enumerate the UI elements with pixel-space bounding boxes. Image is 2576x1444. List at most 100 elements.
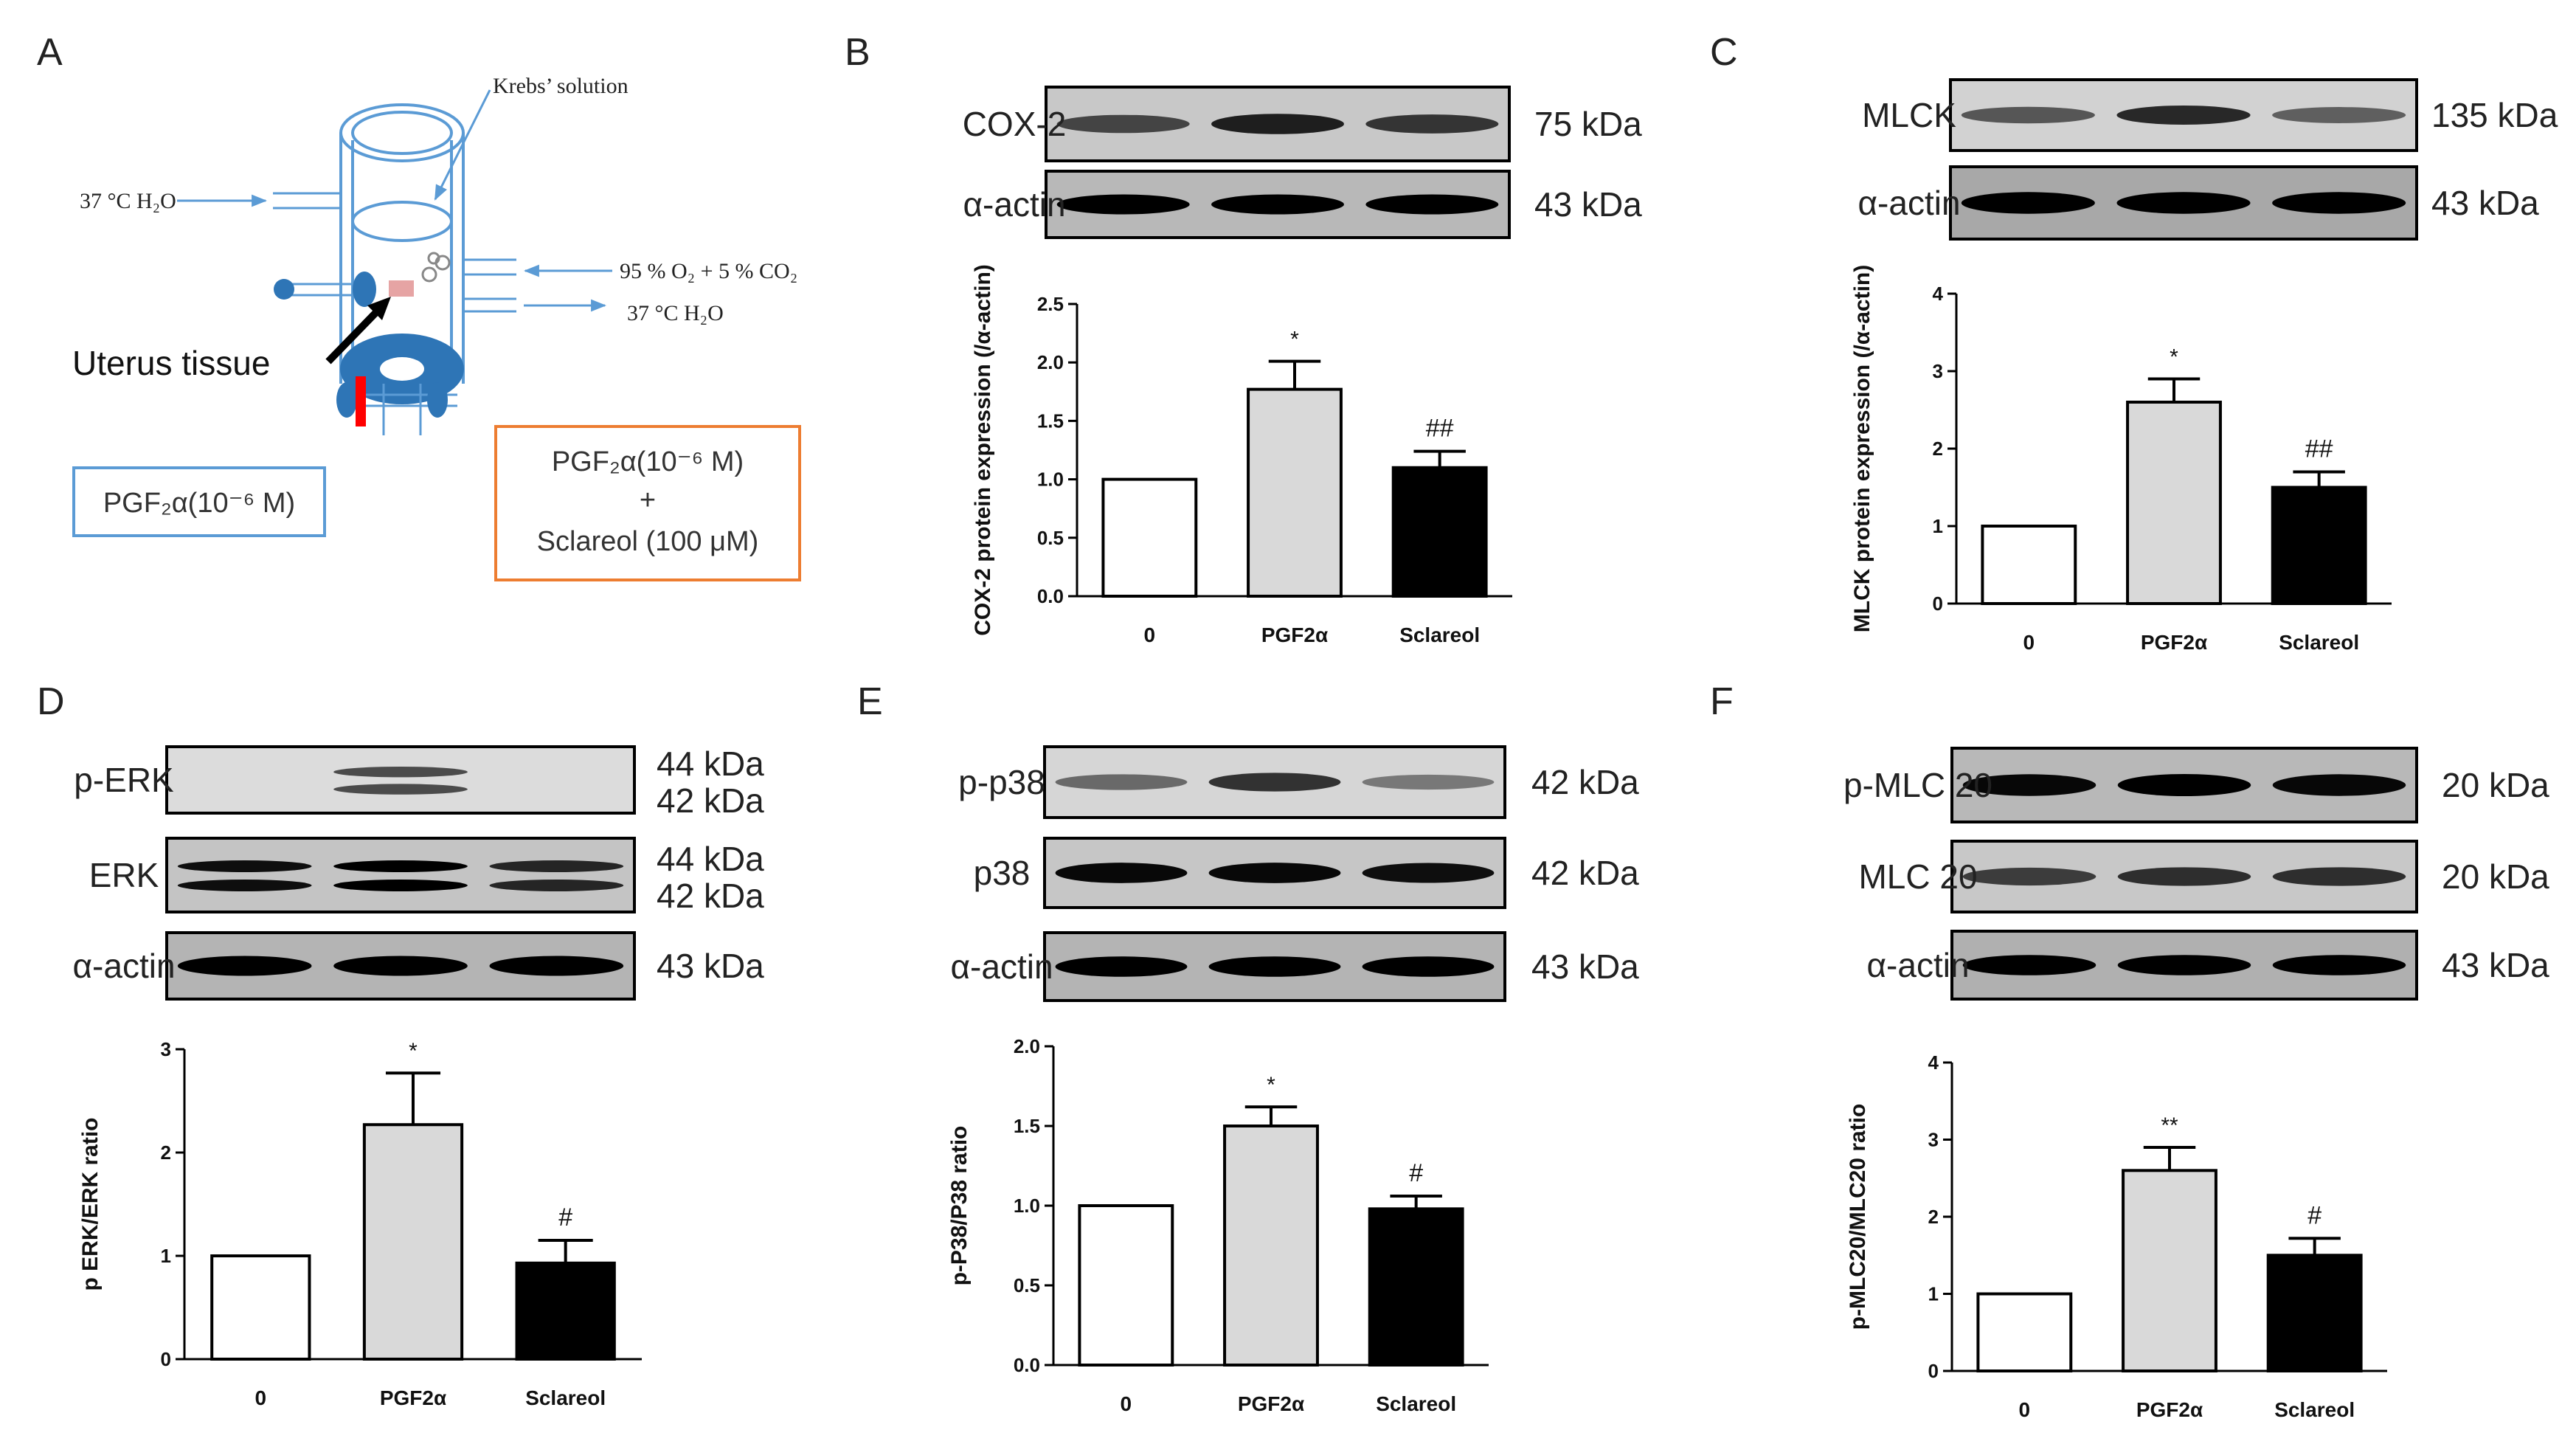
blot-kda-label: 43 kDa xyxy=(657,947,764,985)
x-category-label: Sclareol xyxy=(1399,623,1480,646)
pgf-treatment-label: PGF₂α(10⁻⁶ M) xyxy=(103,488,295,519)
y-tick-label: 2.0 xyxy=(1014,1035,1040,1057)
bar xyxy=(1981,525,2077,605)
significance-marker: # xyxy=(558,1203,572,1231)
blot-band xyxy=(2117,955,2251,975)
blot-band xyxy=(1962,955,2097,975)
significance-marker: ** xyxy=(2161,1113,2178,1138)
y-tick-label: 1 xyxy=(1928,1283,1939,1305)
x-category-label: PGF2α xyxy=(1238,1392,1304,1415)
blot-row: MLCK 135 kDa xyxy=(1862,78,2558,152)
blot-kda-label: 43 kDa xyxy=(2431,184,2539,222)
bar xyxy=(2126,401,2222,605)
western-blots: COX-2 75 kDa α-actin 43 kDa MLCK 135 kDa α-act… xyxy=(72,78,2558,1002)
x-category-label: Sclareol xyxy=(2279,631,2359,654)
panel-letter-a: A xyxy=(37,31,63,74)
blot-band xyxy=(333,784,468,795)
y-tick-label: 1.5 xyxy=(1014,1115,1040,1137)
significance-marker: * xyxy=(1267,1073,1275,1097)
blot-kda-label: 42 kDa xyxy=(657,781,764,820)
blot-protein-label: MLC 20 xyxy=(1858,857,1977,896)
panel-letter-b: B xyxy=(845,31,870,74)
y-tick-label: 2.5 xyxy=(1037,293,1064,315)
blot-protein-label: α-actin xyxy=(1857,184,1960,222)
blot-band xyxy=(1961,192,2095,214)
blot-band xyxy=(2272,774,2406,796)
blot-band xyxy=(1962,867,2097,886)
gas-label: 95 % O₂ + 5 % CO₂ xyxy=(620,259,797,283)
blot-band xyxy=(1208,863,1341,883)
bar xyxy=(1101,477,1198,598)
blot-protein-label: α-actin xyxy=(963,185,1065,224)
x-category-label: Sclareol xyxy=(2274,1398,2355,1421)
x-category-label: 0 xyxy=(2023,631,2035,654)
blot-band xyxy=(1056,114,1190,134)
blot-band xyxy=(2272,107,2406,123)
x-category-label: PGF2α xyxy=(2136,1398,2203,1421)
blot-row: α-actin 43 kDa xyxy=(963,170,1642,239)
krebs-label: Krebs’ solution xyxy=(493,74,629,98)
y-tick-label: 3 xyxy=(1928,1129,1939,1151)
blot-band xyxy=(1365,114,1499,134)
blot-band xyxy=(1362,956,1495,977)
bar xyxy=(362,1123,464,1361)
blot-band xyxy=(1362,774,1495,790)
blot-protein-label: α-actin xyxy=(950,947,1053,986)
water-in-label: 37 °C H₂O xyxy=(80,189,176,213)
blot-band xyxy=(1055,863,1188,883)
bar xyxy=(1368,1207,1464,1367)
blot-band xyxy=(333,767,468,778)
blot-band xyxy=(1056,194,1190,215)
y-tick-label: 4 xyxy=(1928,1051,1939,1074)
blot-kda-label: 42 kDa xyxy=(1531,854,1639,892)
significance-marker: ## xyxy=(1426,415,1454,443)
y-tick-label: 1.0 xyxy=(1014,1195,1040,1217)
bar-chart: 0 1 2 3 4 MLCK protein expression (/α-actin) 0… xyxy=(1850,265,2392,654)
bar xyxy=(2266,1254,2363,1372)
blot-protein-label: p-ERK xyxy=(74,761,174,799)
y-tick-label: 0.0 xyxy=(1014,1354,1040,1376)
bar xyxy=(210,1254,311,1361)
blot-kda-label: 20 kDa xyxy=(2442,766,2549,804)
blot-kda-label: 42 kDa xyxy=(1531,763,1639,801)
y-tick-label: 0 xyxy=(1933,593,1943,615)
blot-frame xyxy=(165,745,636,815)
blot-kda-label: 75 kDa xyxy=(1534,105,1642,143)
blot-band xyxy=(333,880,468,891)
y-axis-label: COX-2 protein expression (/α-actin) xyxy=(971,264,995,636)
blot-kda-label: 20 kDa xyxy=(2442,857,2549,896)
blot-protein-label: p-MLC 20 xyxy=(1843,766,1992,804)
blot-band xyxy=(2117,774,2251,796)
x-category-label: Sclareol xyxy=(1376,1392,1456,1415)
uterus-tissue-label: Uterus tissue xyxy=(72,344,270,382)
x-category-label: 0 xyxy=(1121,1392,1132,1415)
blot-band xyxy=(177,880,312,891)
blot-band xyxy=(1055,956,1188,977)
x-category-label: 0 xyxy=(2019,1398,2031,1421)
blot-band xyxy=(1962,774,2097,796)
blot-kda-label: 43 kDa xyxy=(2442,946,2549,984)
combo-line-1: PGF₂α(10⁻⁶ M) xyxy=(552,446,744,477)
bar-chart: 0.0 0.5 1.0 1.5 2.0 p-P38/P38 ratio 0 * PGF2α # Sc… xyxy=(947,1035,1489,1415)
y-tick-label: 0.0 xyxy=(1037,585,1064,607)
blot-row: p-p38 42 kDa xyxy=(958,745,1639,819)
significance-marker: ## xyxy=(2305,435,2333,463)
bar xyxy=(2122,1169,2217,1373)
y-axis-label: p-MLC20/MLC20 ratio xyxy=(1846,1104,1870,1330)
y-tick-label: 2.0 xyxy=(1037,351,1064,373)
blot-row: α-actin 43 kDa xyxy=(72,931,764,1001)
y-tick-label: 1 xyxy=(1933,515,1943,537)
blot-band xyxy=(177,956,312,976)
blot-band xyxy=(1055,774,1188,790)
y-tick-label: 1.0 xyxy=(1037,469,1064,491)
blot-band xyxy=(2272,955,2406,975)
bar xyxy=(2271,486,2367,605)
significance-marker: * xyxy=(2170,345,2178,370)
x-category-label: 0 xyxy=(1144,623,1156,646)
y-tick-label: 0 xyxy=(1928,1360,1939,1382)
blot-row: p38 42 kDa xyxy=(974,837,1639,909)
blot-band xyxy=(489,880,624,891)
blot-kda-label: 43 kDa xyxy=(1534,185,1642,224)
